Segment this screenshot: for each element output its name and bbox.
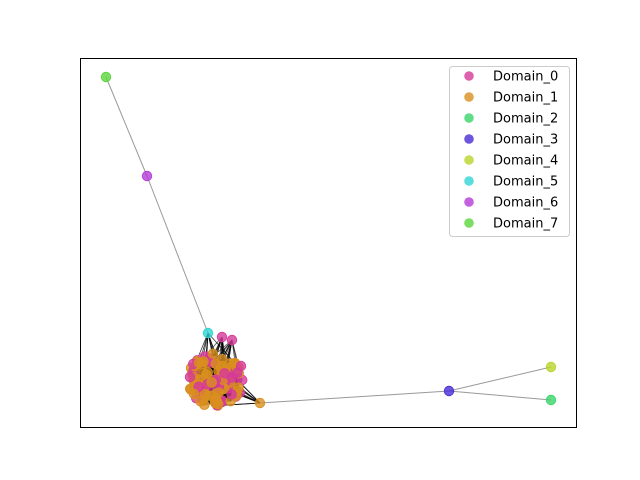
edge — [105, 76, 148, 177]
legend-box — [449, 66, 570, 237]
legend-label: Domain_5 — [493, 175, 558, 190]
legend-label: Domain_1 — [493, 91, 558, 106]
node — [216, 331, 228, 343]
node — [226, 389, 237, 400]
node — [202, 327, 214, 339]
legend-marker — [464, 218, 474, 228]
node — [545, 361, 557, 373]
legend-label: Domain_3 — [493, 133, 558, 148]
legend-label: Domain_2 — [493, 112, 558, 127]
legend-label: Domain_0 — [493, 70, 558, 85]
node — [188, 388, 200, 400]
node — [226, 334, 238, 346]
edge — [146, 175, 209, 334]
node — [206, 377, 217, 388]
node — [193, 381, 204, 393]
legend-marker — [464, 155, 474, 165]
node — [100, 71, 112, 83]
node — [235, 360, 247, 372]
node — [443, 385, 455, 397]
node — [219, 368, 230, 379]
nodes — [100, 71, 557, 411]
node — [254, 397, 266, 409]
legend-marker — [464, 71, 474, 81]
node — [194, 357, 205, 369]
legend-label: Domain_6 — [493, 196, 558, 211]
node — [212, 398, 224, 410]
legend-marker — [464, 176, 474, 186]
node — [545, 394, 557, 406]
legend: Domain_0 Domain_1 Domain_2 Domain_3 Domain_4… — [449, 66, 570, 237]
edge — [259, 390, 450, 404]
node — [198, 367, 209, 379]
edge — [448, 366, 552, 392]
node — [195, 395, 206, 407]
node — [141, 170, 153, 182]
node — [213, 387, 224, 398]
legend-marker — [464, 134, 474, 144]
edge — [448, 390, 552, 401]
edge — [207, 332, 236, 364]
node — [207, 348, 219, 359]
legend-label: Domain_7 — [493, 217, 558, 232]
legend-label: Domain_4 — [493, 154, 558, 169]
node — [184, 371, 196, 383]
legend-marker — [464, 113, 474, 123]
legend-marker — [464, 92, 474, 102]
legend-marker — [464, 197, 474, 207]
